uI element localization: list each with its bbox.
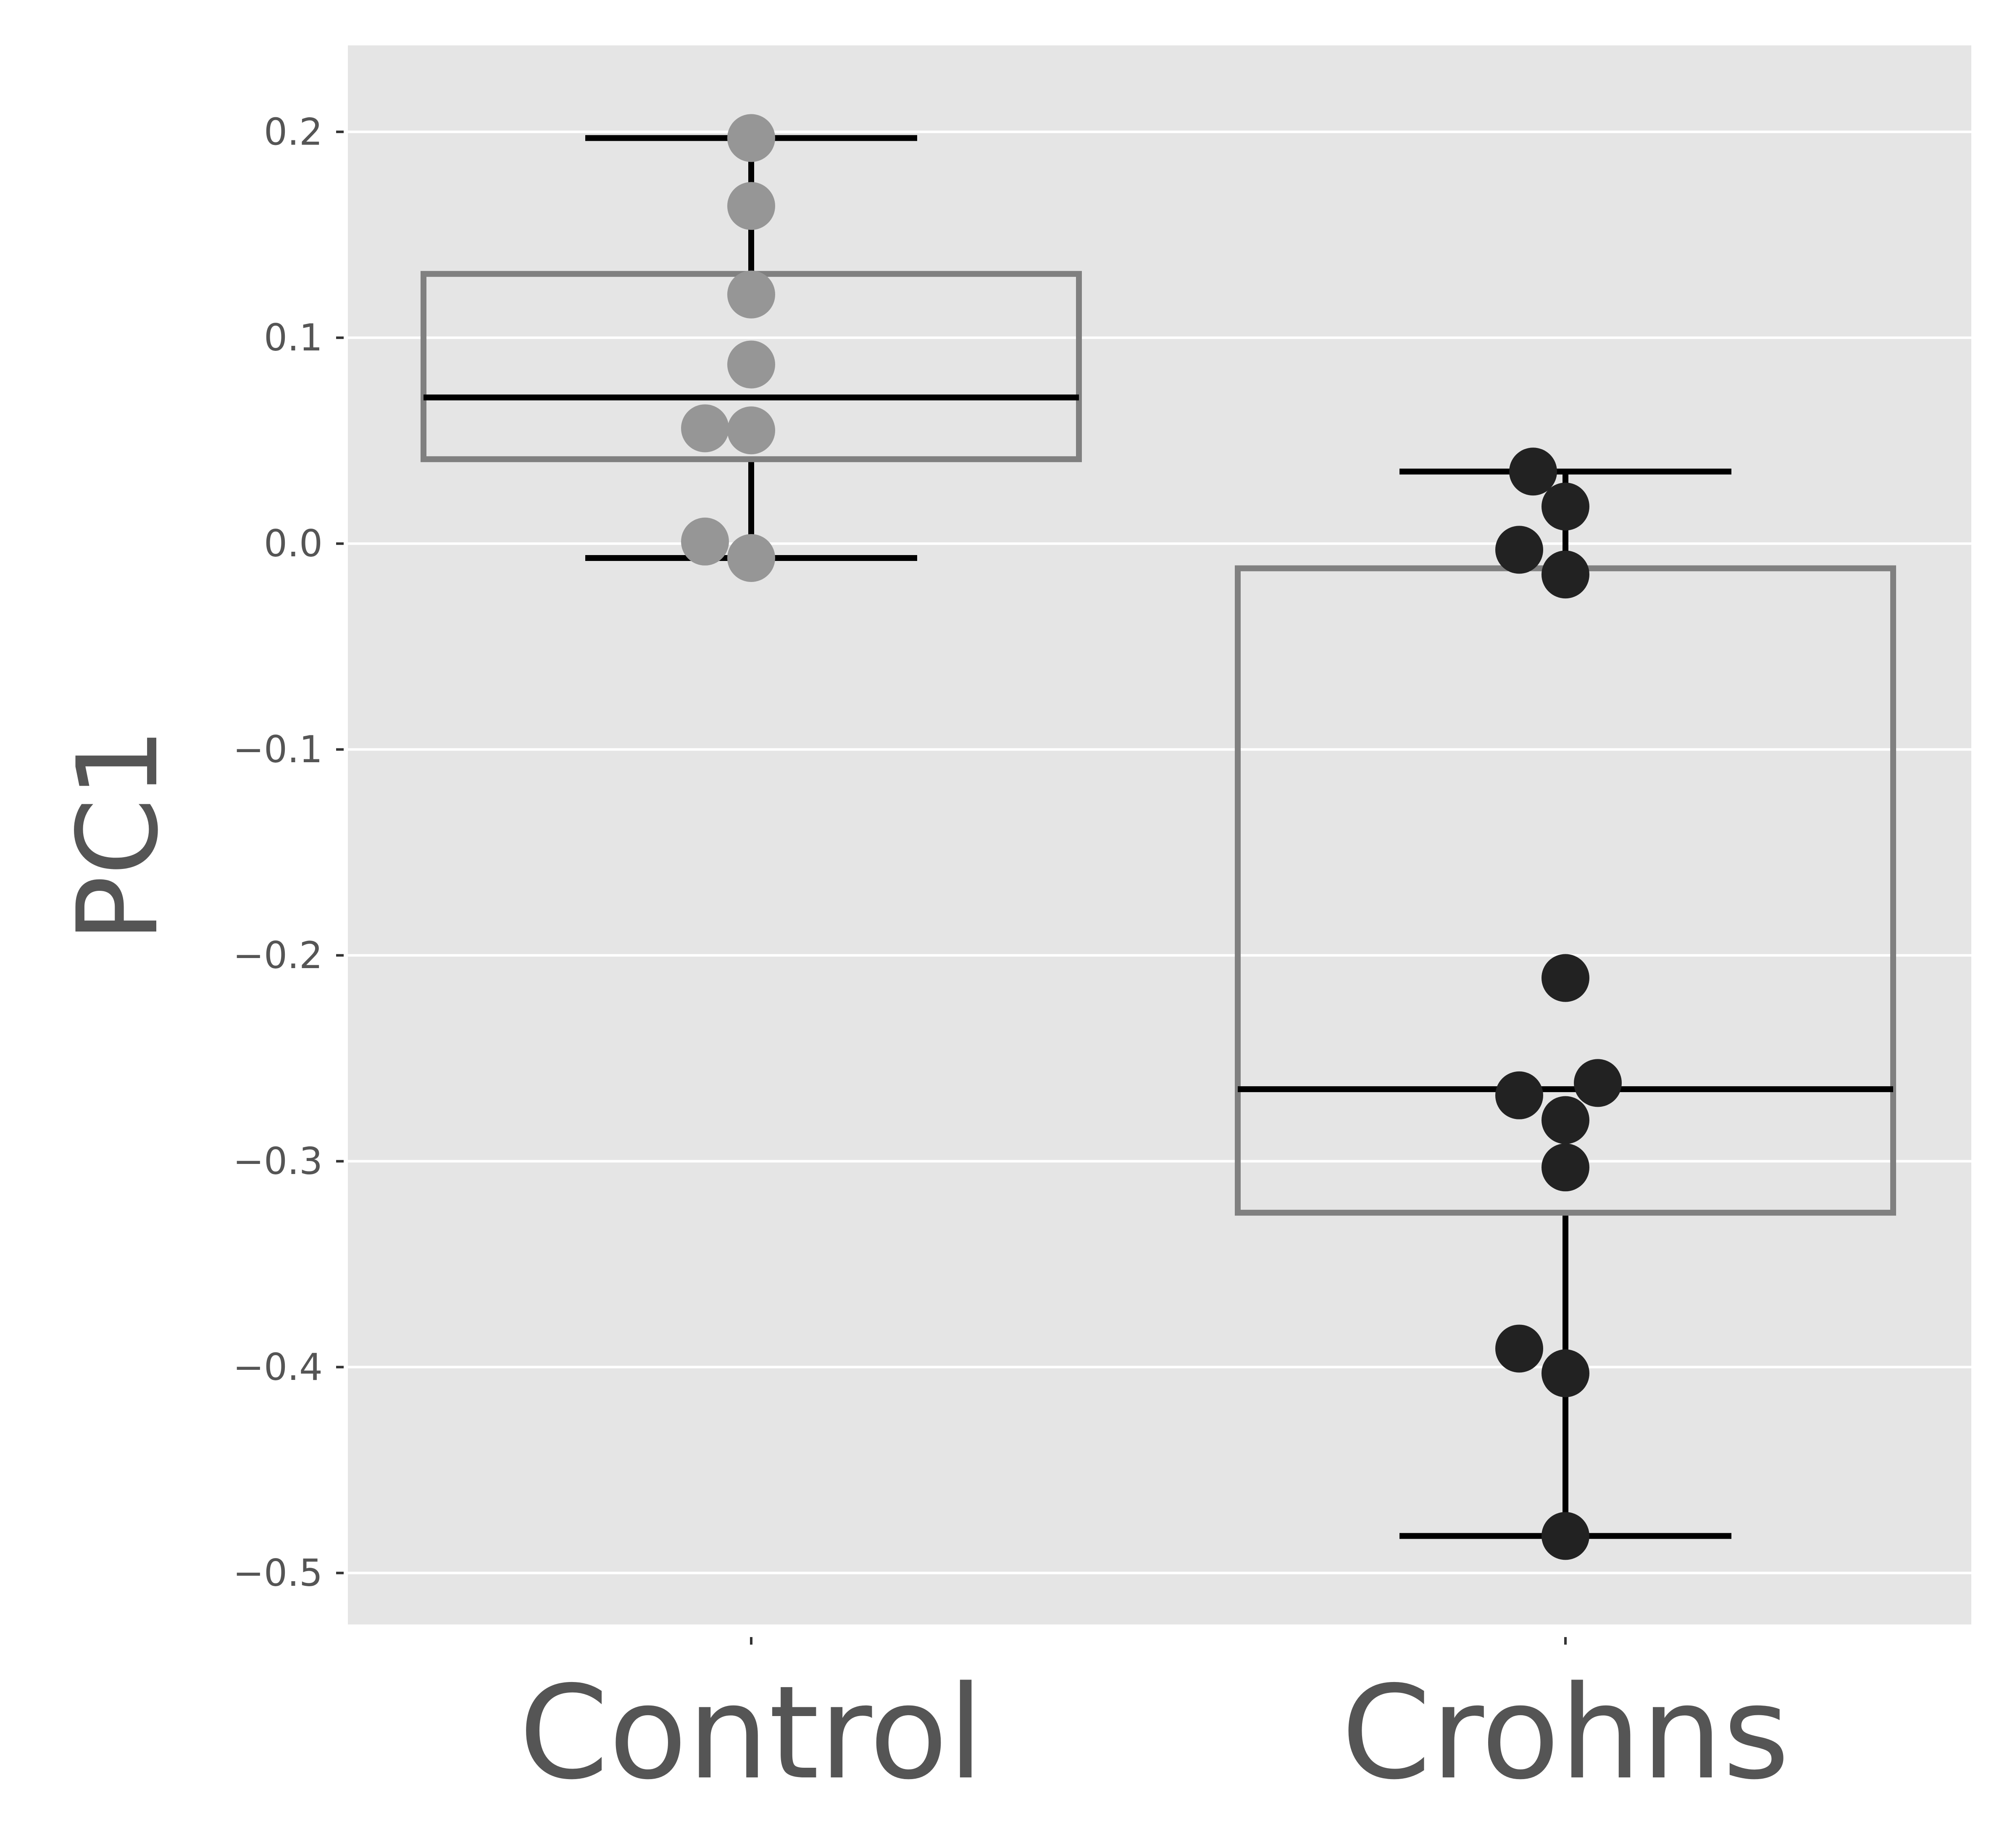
gridlines [348, 130, 1971, 1574]
y-axis-label: PC1 [54, 727, 183, 942]
data-point [1495, 1071, 1543, 1119]
x-tick-label: Crohns [1341, 1658, 1789, 1808]
data-point [681, 404, 729, 453]
data-point [1509, 448, 1557, 496]
data-point [681, 517, 729, 566]
data-point [727, 182, 775, 230]
x-axis-ticks: Control Crohns [519, 1637, 1790, 1808]
y-tick-label: −0.3 [233, 1140, 323, 1183]
data-point [1574, 1059, 1622, 1107]
data-point [1542, 1349, 1589, 1398]
y-tick-label: −0.1 [233, 728, 323, 771]
data-point [1542, 482, 1589, 531]
plot-panel [348, 45, 1971, 1624]
points-control [681, 114, 775, 582]
y-tick-label: 0.0 [264, 522, 323, 565]
y-tick-label: 0.1 [264, 316, 323, 359]
data-point [727, 114, 775, 162]
data-point [727, 340, 775, 389]
data-point [727, 270, 775, 319]
y-tick-label: 0.2 [264, 110, 323, 153]
data-point [1542, 1512, 1589, 1560]
data-point [1542, 954, 1589, 1002]
data-point [1542, 550, 1589, 599]
points-crohns [1495, 448, 1622, 1560]
data-point [727, 406, 775, 455]
data-point [1495, 526, 1543, 574]
y-axis-ticks: 0.2 0.1 0.0 −0.1 −0.2 −0.3 −0.4 −0.5 [233, 110, 344, 1595]
data-point [1542, 1143, 1589, 1192]
x-tick-label: Control [519, 1658, 984, 1808]
data-point [1495, 1324, 1543, 1373]
data-point [1542, 1096, 1589, 1144]
y-tick-label: −0.5 [233, 1551, 323, 1595]
y-tick-label: −0.2 [233, 934, 323, 977]
swarm-points [681, 114, 1622, 1560]
data-point [727, 534, 775, 582]
y-tick-label: −0.4 [233, 1345, 323, 1389]
